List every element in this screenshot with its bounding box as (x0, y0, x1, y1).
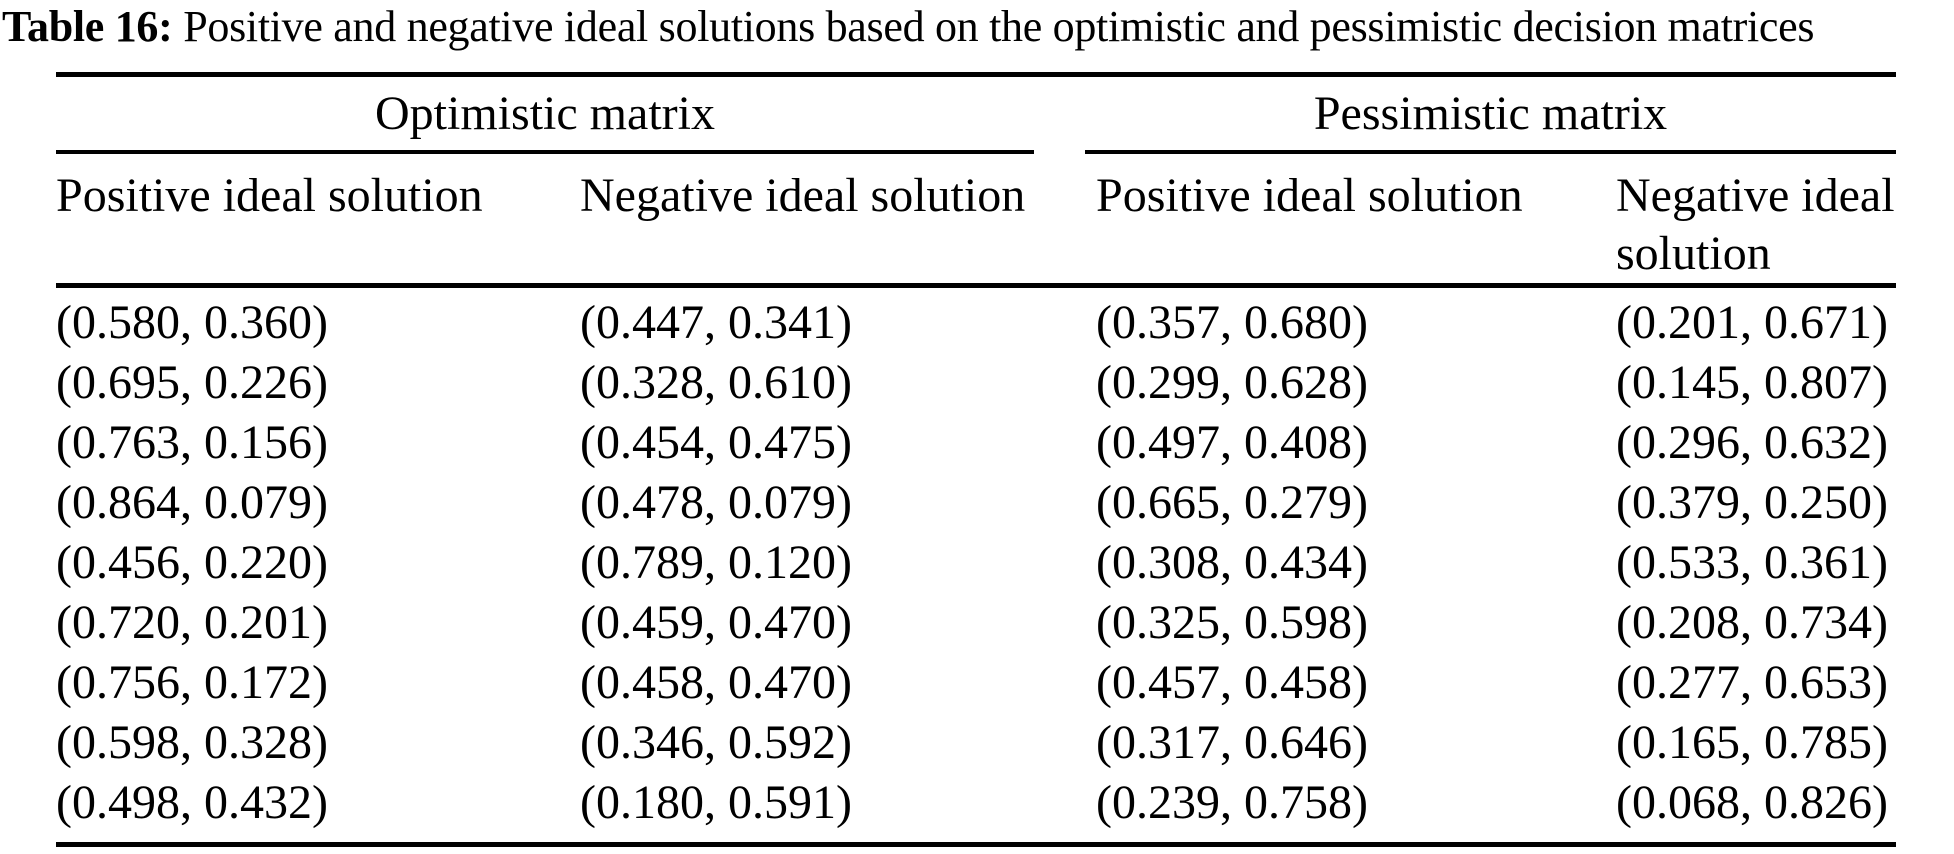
table-cell: (0.533, 0.361) (1616, 536, 1888, 589)
table-cell: (0.498, 0.432) (56, 776, 328, 829)
table-cell: (0.346, 0.592) (580, 716, 852, 769)
table-row: (0.756, 0.172) (0.458, 0.470) (0.457, 0.… (56, 653, 1896, 713)
table-cell: (0.459, 0.470) (580, 596, 852, 649)
table-cell: (0.165, 0.785) (1616, 716, 1888, 769)
table-cell: (0.457, 0.458) (1096, 656, 1368, 709)
table-cell: (0.864, 0.079) (56, 476, 328, 529)
column-header-pessimistic-positive: Positive ideal solution (1096, 169, 1523, 222)
table-cell: (0.720, 0.201) (56, 596, 328, 649)
table-bottom-rule (56, 842, 1896, 847)
table-cell: (0.180, 0.591) (580, 776, 852, 829)
table-cell: (0.317, 0.646) (1096, 716, 1368, 769)
optimistic-group-rule (56, 150, 1034, 154)
table-cell: (0.239, 0.758) (1096, 776, 1368, 829)
table-row: (0.456, 0.220) (0.789, 0.120) (0.308, 0.… (56, 533, 1896, 593)
table-row: (0.864, 0.079) (0.478, 0.079) (0.665, 0.… (56, 473, 1896, 533)
table-cell: (0.456, 0.220) (56, 536, 328, 589)
table-cell: (0.201, 0.671) (1616, 296, 1888, 349)
table-cell: (0.478, 0.079) (580, 476, 852, 529)
table-cell: (0.325, 0.598) (1096, 596, 1368, 649)
table-cell: (0.208, 0.734) (1616, 596, 1888, 649)
group-header-row: Optimistic matrix Pessimistic matrix (56, 77, 1896, 150)
group-rule-gap (1034, 150, 1085, 154)
table-cell: (0.357, 0.680) (1096, 296, 1368, 349)
table-cell: (0.145, 0.807) (1616, 356, 1888, 409)
table-cell: (0.580, 0.360) (56, 296, 328, 349)
column-header-optimistic-positive: Positive ideal solution (56, 169, 483, 222)
data-table: Optimistic matrix Pessimistic matrix Pos… (56, 72, 1896, 847)
table-row: (0.695, 0.226) (0.328, 0.610) (0.299, 0.… (56, 353, 1896, 413)
table-cell: (0.789, 0.120) (580, 536, 852, 589)
table-caption-number: Table 16: (2, 2, 173, 51)
table-body: (0.580, 0.360) (0.447, 0.341) (0.357, 0.… (56, 288, 1896, 842)
pessimistic-group-rule (1085, 150, 1896, 154)
column-header-optimistic-negative: Negative ideal solution (580, 169, 1026, 222)
table-cell: (0.447, 0.341) (580, 296, 852, 349)
group-header-optimistic: Optimistic matrix (375, 87, 715, 140)
group-header-pessimistic: Pessimistic matrix (1313, 87, 1668, 140)
table-cell: (0.665, 0.279) (1096, 476, 1368, 529)
table-cell: (0.068, 0.826) (1616, 776, 1888, 829)
table-cell: (0.458, 0.470) (580, 656, 852, 709)
table-row: (0.598, 0.328) (0.346, 0.592) (0.317, 0.… (56, 713, 1896, 773)
table-cell: (0.497, 0.408) (1096, 416, 1368, 469)
table-cell: (0.379, 0.250) (1616, 476, 1888, 529)
table-cell: (0.308, 0.434) (1096, 536, 1368, 589)
table-top-rule (56, 72, 1896, 77)
table-cell: (0.598, 0.328) (56, 716, 328, 769)
table-cell: (0.454, 0.475) (580, 416, 852, 469)
table-cell: (0.695, 0.226) (56, 356, 328, 409)
table-caption: Table 16: Positive and negative ideal so… (2, 0, 1954, 54)
table-cell: (0.277, 0.653) (1616, 656, 1888, 709)
table-mid-rule (56, 283, 1896, 288)
table-cell: (0.296, 0.632) (1616, 416, 1888, 469)
table-caption-text: Positive and negative ideal solutions ba… (172, 2, 1815, 51)
table-cell: (0.763, 0.156) (56, 416, 328, 469)
column-header-row: Positive ideal solution Negative ideal s… (56, 154, 1896, 283)
column-header-pessimistic-negative: Negative ideal solution (1616, 169, 1895, 280)
table-row: (0.763, 0.156) (0.454, 0.475) (0.497, 0.… (56, 413, 1896, 473)
table-cell: (0.756, 0.172) (56, 656, 328, 709)
table-row: (0.720, 0.201) (0.459, 0.470) (0.325, 0.… (56, 593, 1896, 653)
group-rules (56, 150, 1896, 154)
table-cell: (0.299, 0.628) (1096, 356, 1368, 409)
table-row: (0.498, 0.432) (0.180, 0.591) (0.239, 0.… (56, 773, 1896, 833)
table-row: (0.580, 0.360) (0.447, 0.341) (0.357, 0.… (56, 293, 1896, 353)
table-cell: (0.328, 0.610) (580, 356, 852, 409)
